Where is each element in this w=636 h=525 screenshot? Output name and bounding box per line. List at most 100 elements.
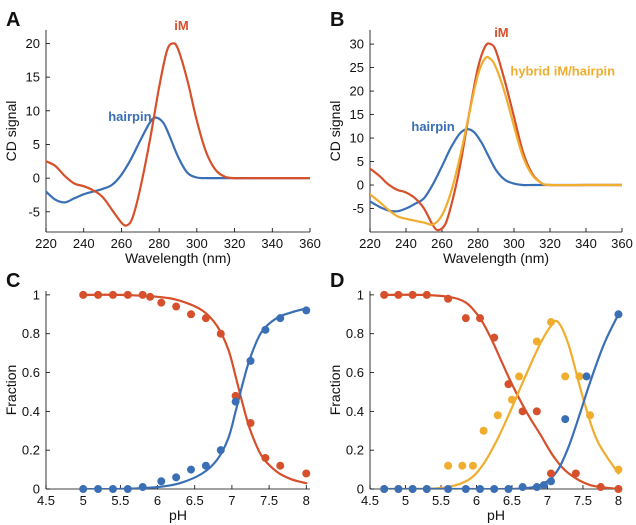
data-point-hybrid (614, 465, 623, 474)
data-point-hairpin (614, 310, 623, 319)
series-line-im (46, 42, 310, 227)
data-point-im (261, 453, 270, 462)
series-line-hairpin (46, 116, 310, 204)
y-tick-label: 30 (350, 37, 364, 52)
y-tick-label: 5 (33, 137, 40, 152)
data-point-hairpin (138, 483, 147, 492)
y-tick-label: 0 (33, 171, 40, 186)
data-point-im (422, 290, 431, 299)
data-point-hairpin (422, 485, 431, 493)
data-point-hybrid (561, 372, 570, 381)
x-axis-label: pH (487, 507, 505, 523)
x-tick-label: 280 (467, 236, 489, 251)
x-tick-label: 340 (575, 236, 597, 251)
data-point-im (201, 314, 210, 323)
data-point-hybrid (479, 426, 488, 435)
data-point-im (504, 380, 513, 389)
fit-line-im (383, 293, 620, 489)
data-point-hairpin (476, 485, 485, 493)
y-tick-label: 0.8 (346, 326, 364, 341)
y-tick-label: 5 (357, 154, 364, 169)
x-tick-label: 340 (261, 236, 283, 251)
y-tick-label: 0.4 (346, 404, 364, 419)
x-axis-label: Wavelength (nm) (443, 250, 549, 266)
y-axis-label: CD signal (327, 101, 343, 162)
data-point-hairpin (518, 483, 527, 492)
data-point-hybrid (493, 411, 502, 420)
fit-line-im (82, 293, 308, 485)
data-point-hairpin (408, 485, 417, 493)
fit-line-hairpin (82, 307, 308, 489)
data-point-im (187, 310, 196, 319)
y-axis-label: Fraction (3, 365, 19, 416)
y-tick-label: 0 (33, 482, 40, 497)
y-tick-label: 20 (350, 84, 364, 99)
x-tick-label: 260 (111, 236, 133, 251)
data-point-im (123, 290, 132, 299)
data-point-hybrid (575, 372, 584, 381)
y-tick-label: -5 (352, 201, 364, 216)
data-point-hybrid (515, 372, 524, 381)
y-axis-label: Fraction (327, 365, 343, 416)
x-tick-label: 5 (80, 493, 87, 508)
x-tick-label: 8 (615, 493, 622, 508)
data-point-im (394, 290, 403, 299)
data-point-im (571, 469, 580, 478)
data-point-im (490, 333, 499, 342)
data-point-hairpin (123, 485, 132, 493)
fit-line-hairpin (383, 313, 620, 489)
chart-panel-c: 4.5 5 5.5 6 6.5 7 7.5 8 0 0.2 0.4 0.6 0.8 1 pH Fraction (3, 287, 311, 523)
y-tick-label: 0 (357, 482, 364, 497)
data-point-hairpin (532, 483, 541, 492)
data-point-hairpin (461, 485, 470, 493)
y-tick-label: 0.6 (346, 365, 364, 380)
x-axis-label: Wavelength (nm) (125, 250, 231, 266)
y-tick-label: 0.2 (346, 443, 364, 458)
data-point-hairpin (547, 477, 556, 486)
data-point-im (518, 407, 527, 416)
data-point-im (532, 407, 541, 416)
data-point-hairpin (201, 461, 210, 470)
data-point-hairpin (231, 397, 240, 406)
chart-panel-a: 220 240 260 280 300 320 340 360 -5 0 5 10 15 20 Wavele… (3, 18, 321, 266)
data-point-hybrid (547, 318, 556, 327)
x-axis-label: pH (169, 507, 187, 523)
data-point-im (246, 419, 255, 427)
x-tick-label: 6.5 (503, 493, 521, 508)
data-point-hairpin (302, 306, 311, 315)
y-tick-label: 0.8 (22, 326, 40, 341)
x-tick-label: 7.5 (260, 493, 278, 508)
data-point-im (614, 485, 623, 493)
data-point-im (172, 302, 181, 311)
annotation-im: iM (494, 25, 508, 40)
data-point-hairpin (504, 485, 513, 493)
data-point-im (408, 290, 417, 299)
x-tick-label: 6 (154, 493, 161, 508)
x-tick-label: 5.5 (111, 493, 129, 508)
y-tick-label: 15 (26, 70, 40, 85)
y-tick-label: 15 (350, 107, 364, 122)
data-point-im (380, 290, 389, 299)
y-tick-label: 10 (26, 103, 40, 118)
x-tick-label: 360 (611, 236, 633, 251)
data-point-hairpin (276, 314, 285, 323)
data-point-hairpin (157, 477, 166, 486)
panel-letter-c: C (6, 270, 20, 292)
data-point-hairpin (539, 481, 548, 490)
annotation-hairpin: hairpin (108, 109, 151, 124)
y-tick-label: 0 (357, 178, 364, 193)
data-point-im (231, 391, 240, 400)
y-tick-label: 0.4 (22, 404, 40, 419)
x-tick-label: 6 (473, 493, 480, 508)
data-point-hairpin (187, 465, 196, 474)
x-tick-label: 7.5 (574, 493, 592, 508)
x-tick-label: 360 (299, 236, 321, 251)
x-tick-label: 7 (228, 493, 235, 508)
x-tick-label: 7 (544, 493, 551, 508)
y-tick-label: 0.2 (22, 443, 40, 458)
x-tick-label: 320 (539, 236, 561, 251)
y-tick-label: 1 (33, 287, 40, 302)
data-point-im (108, 290, 117, 299)
panel-letter-d: D (330, 270, 344, 292)
x-tick-label: 280 (148, 236, 170, 251)
